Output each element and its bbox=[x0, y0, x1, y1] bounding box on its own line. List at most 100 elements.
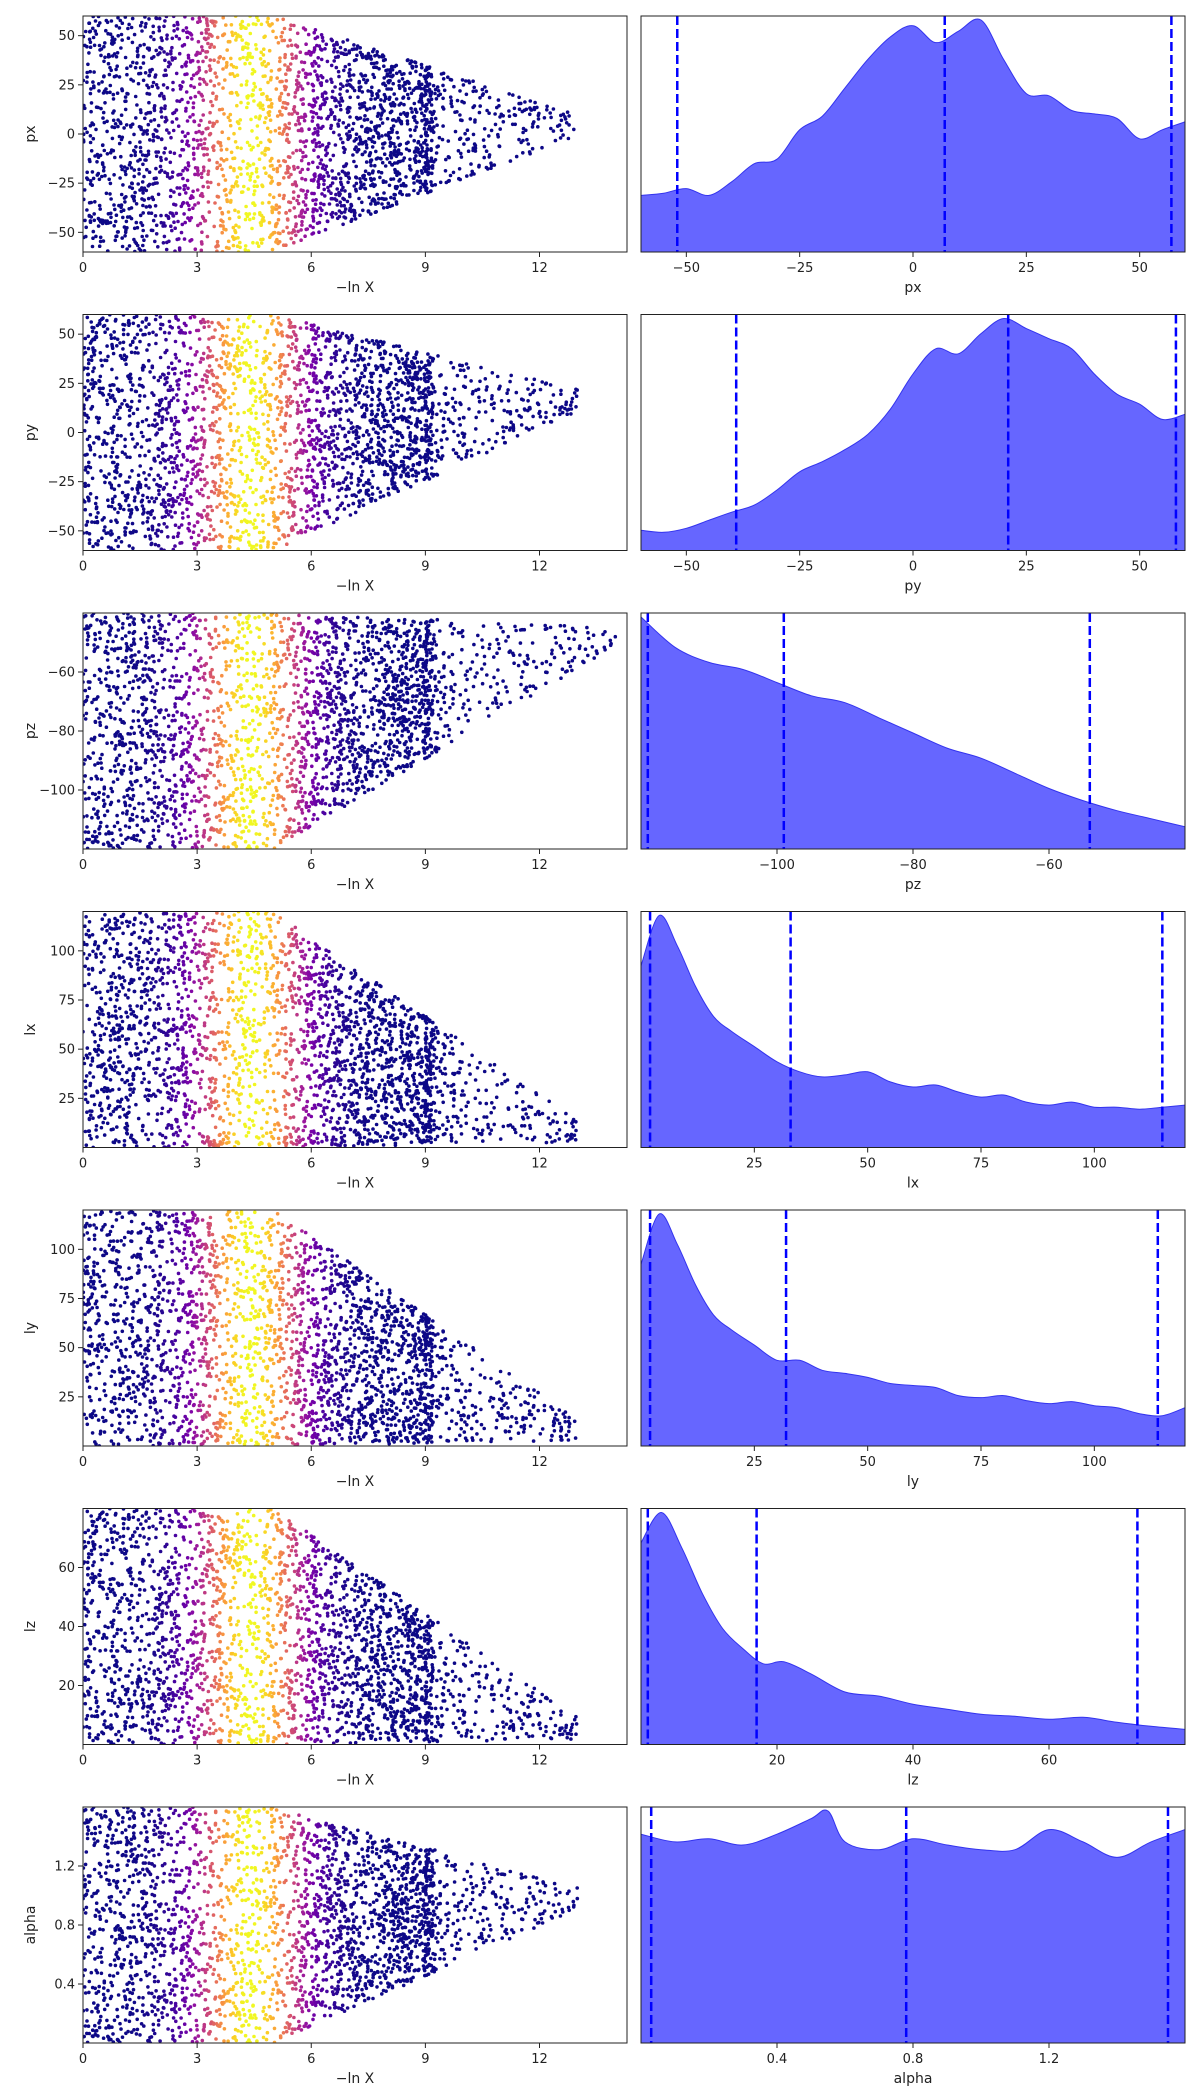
scatter-point bbox=[124, 123, 129, 127]
scatter-point bbox=[248, 178, 252, 182]
scatter-point bbox=[294, 148, 299, 153]
scatter-point bbox=[277, 211, 281, 215]
scatter-point bbox=[359, 141, 364, 145]
scatter-point bbox=[232, 131, 236, 136]
scatter-point bbox=[211, 373, 216, 378]
scatter-point bbox=[121, 314, 126, 317]
scatter-point bbox=[232, 402, 237, 407]
scatter-point bbox=[219, 218, 223, 222]
scatter-point bbox=[345, 350, 350, 355]
scatter-point bbox=[190, 362, 194, 367]
scatter-point bbox=[104, 28, 108, 33]
scatter-point bbox=[336, 432, 340, 436]
scatter-point bbox=[385, 68, 390, 72]
scatter-point bbox=[280, 30, 285, 35]
scatter-point bbox=[276, 159, 281, 163]
scatter-point bbox=[96, 171, 101, 176]
scatter-point bbox=[411, 375, 416, 380]
scatter-point bbox=[153, 412, 158, 416]
scatter-point bbox=[514, 390, 519, 395]
scatter-point bbox=[170, 56, 174, 60]
scatter-point bbox=[275, 166, 280, 171]
scatter-point bbox=[291, 190, 296, 194]
scatter-point bbox=[313, 504, 317, 508]
scatter-point bbox=[218, 206, 222, 211]
scatter-point bbox=[458, 368, 463, 373]
scatter-point bbox=[89, 109, 93, 114]
scatter-point bbox=[398, 69, 402, 74]
scatter-point bbox=[318, 176, 323, 181]
scatter-point bbox=[397, 344, 402, 349]
scatter-point bbox=[320, 380, 324, 385]
scatter-point bbox=[243, 248, 248, 252]
scatter-point bbox=[142, 129, 146, 133]
scatter-point bbox=[271, 510, 276, 515]
scatter-point bbox=[86, 379, 90, 383]
scatter-point bbox=[340, 486, 344, 491]
scatter-point bbox=[323, 457, 328, 461]
scatter-point bbox=[314, 198, 318, 202]
scatter-point bbox=[426, 439, 430, 443]
scatter-point bbox=[163, 466, 167, 470]
scatter-point bbox=[93, 200, 97, 204]
scatter-point bbox=[184, 90, 189, 94]
scatter-point bbox=[163, 19, 167, 23]
scatter-point bbox=[327, 515, 332, 519]
scatter-point bbox=[268, 98, 273, 102]
scatter-point bbox=[86, 470, 90, 475]
scatter-point bbox=[245, 94, 249, 99]
scatter-point bbox=[279, 374, 283, 379]
scatter-point bbox=[314, 141, 319, 146]
scatter-point bbox=[98, 455, 102, 459]
scatter-point bbox=[171, 16, 176, 19]
scatter-point bbox=[316, 165, 320, 170]
scatter-point bbox=[355, 150, 359, 154]
scatter-point bbox=[372, 65, 376, 70]
scatter-point bbox=[142, 198, 146, 202]
scatter-point bbox=[123, 234, 127, 238]
scatter-point bbox=[120, 135, 125, 140]
scatter-point bbox=[215, 394, 219, 398]
scatter-point bbox=[423, 109, 428, 113]
scatter-point bbox=[165, 171, 170, 176]
scatter-point bbox=[135, 225, 140, 230]
scatter-point bbox=[232, 443, 236, 448]
scatter-point bbox=[92, 453, 97, 457]
scatter-point bbox=[83, 188, 87, 192]
scatter-point bbox=[446, 155, 451, 159]
scatter-point bbox=[382, 152, 387, 156]
scatter-point bbox=[189, 194, 194, 198]
scatter-point bbox=[324, 42, 329, 47]
scatter-point bbox=[433, 116, 438, 121]
scatter-point bbox=[271, 514, 276, 518]
scatter-point bbox=[229, 411, 233, 416]
scatter-point bbox=[180, 64, 184, 69]
scatter-point bbox=[498, 127, 503, 131]
scatter-point bbox=[344, 382, 349, 387]
scatter-point bbox=[174, 71, 179, 76]
scatter-point bbox=[467, 80, 472, 85]
scatter-point bbox=[196, 223, 200, 228]
scatter-point bbox=[212, 389, 216, 394]
scatter-point bbox=[381, 206, 386, 210]
scatter-point bbox=[120, 38, 124, 42]
scatter-point bbox=[284, 125, 289, 130]
scatter-point bbox=[152, 118, 157, 122]
scatter-point bbox=[147, 73, 151, 78]
scatter-point bbox=[92, 353, 97, 357]
scatter-point bbox=[239, 452, 244, 457]
scatter-point bbox=[394, 382, 399, 387]
scatter-point bbox=[415, 179, 420, 183]
scatter-point bbox=[281, 495, 285, 500]
scatter-point bbox=[149, 512, 153, 517]
scatter-point bbox=[314, 144, 319, 149]
x-tick-label: 25 bbox=[1018, 261, 1035, 276]
scatter-point bbox=[298, 326, 303, 330]
scatter-point bbox=[135, 424, 140, 429]
scatter-point bbox=[292, 488, 297, 493]
scatter-point bbox=[385, 463, 390, 468]
scatter-point bbox=[89, 179, 93, 183]
scatter-point bbox=[281, 17, 286, 22]
scatter-point bbox=[323, 462, 328, 466]
scatter-point bbox=[380, 411, 385, 415]
